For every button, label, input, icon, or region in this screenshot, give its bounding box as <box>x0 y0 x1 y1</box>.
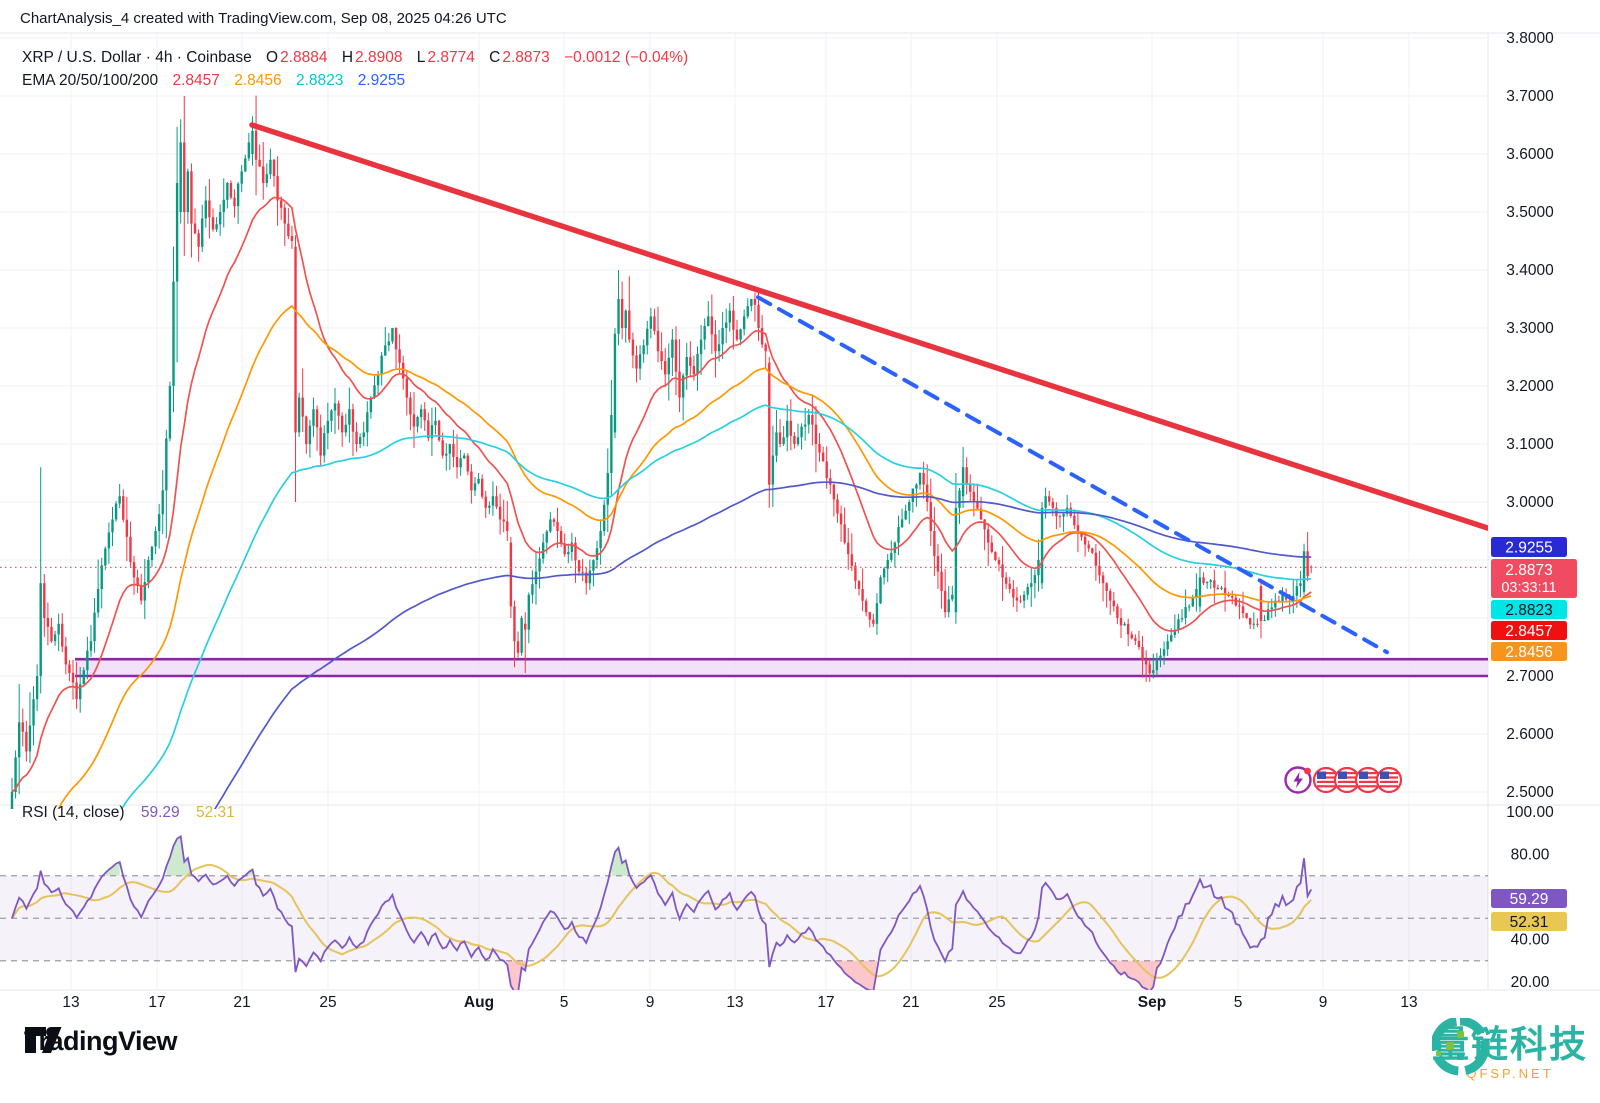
open-label: O <box>266 49 279 66</box>
time-tick-label: 9 <box>1319 994 1328 1011</box>
symbol-title[interactable]: XRP / U.S. Dollar · 4h · Coinbase <box>22 49 252 66</box>
axis-badge <box>1491 889 1567 908</box>
axis-badge-value: 2.8823 <box>1505 602 1552 619</box>
price-tick-label: 3.4000 <box>1506 262 1554 279</box>
price-tick-label: 2.7000 <box>1506 668 1554 685</box>
ema50-line[interactable] <box>12 304 1312 904</box>
axis-badge <box>1491 559 1577 598</box>
price-tick-label: 2.5000 <box>1506 784 1554 801</box>
ema20-line[interactable] <box>11 196 1312 793</box>
axis-badge <box>1491 642 1567 661</box>
axis-badge-value: 2.8457 <box>1505 623 1552 640</box>
time-tick-label: Sep <box>1138 994 1166 1011</box>
ema-label[interactable]: EMA 20/50/100/200 <box>22 72 159 89</box>
watermark-logo-icon <box>1432 1018 1488 1076</box>
rsi-axis[interactable]: 100.00 80.00 40.00 20.00 59.29 52.31 <box>1491 804 1567 991</box>
low-label: L <box>416 49 426 66</box>
price-tick-label: 3.8000 <box>1506 30 1554 47</box>
rsi-ma-value: 52.31 <box>195 804 235 821</box>
time-tick-label: 13 <box>1400 994 1417 1011</box>
axis-badge-value: 2.8456 <box>1505 644 1552 661</box>
us-flag-icon[interactable] <box>1375 766 1403 794</box>
high-label: H <box>341 49 354 66</box>
time-tick-label: 21 <box>902 994 919 1011</box>
axis-badge <box>1491 912 1567 931</box>
low-value: 2.8774 <box>427 49 475 66</box>
us-flag-event-icons[interactable] <box>1312 766 1403 794</box>
time-tick-label: 13 <box>62 994 79 1011</box>
event-icons-row[interactable] <box>1280 762 1430 798</box>
time-tick-label: 17 <box>148 994 165 1011</box>
time-tick-label: 21 <box>233 994 250 1011</box>
time-tick-label: 17 <box>817 994 834 1011</box>
rsi-tick-label: 80.00 <box>1511 847 1550 864</box>
rsi-tick-label: 20.00 <box>1511 974 1550 991</box>
open-value: 2.8884 <box>280 49 328 66</box>
price-axis[interactable]: 3.8000 3.7000 3.6000 3.5000 3.4000 3.3000 3.20… <box>1491 30 1577 801</box>
price-tick-label: 3.3000 <box>1506 320 1554 337</box>
axis-badge <box>1491 537 1567 557</box>
rsi-value: 59.29 <box>140 804 180 821</box>
chart-header-title: ChartAnalysis_4 created with TradingView… <box>20 10 507 27</box>
ema200-line[interactable] <box>12 481 1312 1050</box>
time-tick-label: 13 <box>726 994 743 1011</box>
us-flag-icon[interactable] <box>1354 766 1382 794</box>
gridlines <box>0 32 1600 991</box>
lightning-event-icon[interactable] <box>1284 766 1312 794</box>
time-tick-label: 9 <box>646 994 655 1011</box>
main-pane <box>0 95 1488 1050</box>
symbol-legend-row1: XRP / U.S. Dollar · 4h · Coinbase O 2.888… <box>22 46 688 69</box>
axis-badge-value: 52.31 <box>1510 914 1549 931</box>
rsi-line[interactable] <box>11 834 1312 993</box>
close-label: C <box>489 49 501 66</box>
watermark-url-text: QFSP.NET <box>1466 1066 1554 1081</box>
price-tick-label: 3.5000 <box>1506 204 1554 221</box>
axis-badge-value: 59.29 <box>1510 891 1549 908</box>
time-axis[interactable]: 13 17 21 25 Aug 5 9 13 17 21 25 Sep 5 9 13 <box>62 994 1417 1011</box>
dashed-trendline[interactable] <box>756 295 1389 655</box>
rsi-ma-line[interactable] <box>11 863 1312 979</box>
rsi-pane <box>0 834 1488 993</box>
rsi-legend[interactable]: RSI (14, close) 59.29 52.31 <box>22 804 235 822</box>
time-tick-label: 25 <box>319 994 336 1011</box>
high-value: 2.8908 <box>355 49 403 66</box>
ema200-value: 2.9255 <box>357 72 406 89</box>
price-tick-label: 3.6000 <box>1506 146 1554 163</box>
axis-badge <box>1491 600 1567 619</box>
symbol-legend[interactable]: XRP / U.S. Dollar · 4h · Coinbase O 2.888… <box>22 46 688 92</box>
close-value: 2.8873 <box>502 49 550 66</box>
rsi-label[interactable]: RSI (14, close) <box>22 804 125 821</box>
price-tick-label: 3.7000 <box>1506 88 1554 105</box>
support-zone[interactable] <box>75 659 1488 676</box>
axis-badge-value: 2.9255 <box>1505 540 1552 557</box>
price-tick-label: 3.1000 <box>1506 436 1554 453</box>
axis-badge-value: 2.8873 <box>1505 562 1552 579</box>
price-tick-label: 3.2000 <box>1506 378 1554 395</box>
rsi-tick-label: 100.00 <box>1506 804 1554 821</box>
tradingview-logo-icon <box>25 1027 62 1053</box>
ema100-value: 2.8823 <box>295 72 344 89</box>
time-tick-label: Aug <box>464 994 494 1011</box>
watermark: 量链科技 QFSP.NET <box>1432 1018 1588 1081</box>
time-tick-label: 25 <box>988 994 1005 1011</box>
time-tick-label: 5 <box>560 994 569 1011</box>
tradingview-logo[interactable]: TradingView <box>24 1026 178 1057</box>
time-tick-label: 5 <box>1234 994 1243 1011</box>
countdown-timer: 03:33:11 <box>1501 580 1556 596</box>
ema-legend-row: EMA 20/50/100/200 2.8457 2.8456 2.8823 2… <box>22 69 688 92</box>
axis-badge <box>1491 621 1567 640</box>
descending-trendline[interactable] <box>249 122 1488 531</box>
ema20-value: 2.8457 <box>172 72 220 89</box>
price-tick-label: 3.0000 <box>1506 494 1554 511</box>
event-alert-dot <box>1304 767 1311 775</box>
price-tick-label: 2.6000 <box>1506 726 1554 743</box>
change-value: −0.0012 (−0.04%) <box>564 49 689 66</box>
ema50-value: 2.8456 <box>234 72 282 89</box>
rsi-tick-label: 40.00 <box>1511 932 1550 949</box>
